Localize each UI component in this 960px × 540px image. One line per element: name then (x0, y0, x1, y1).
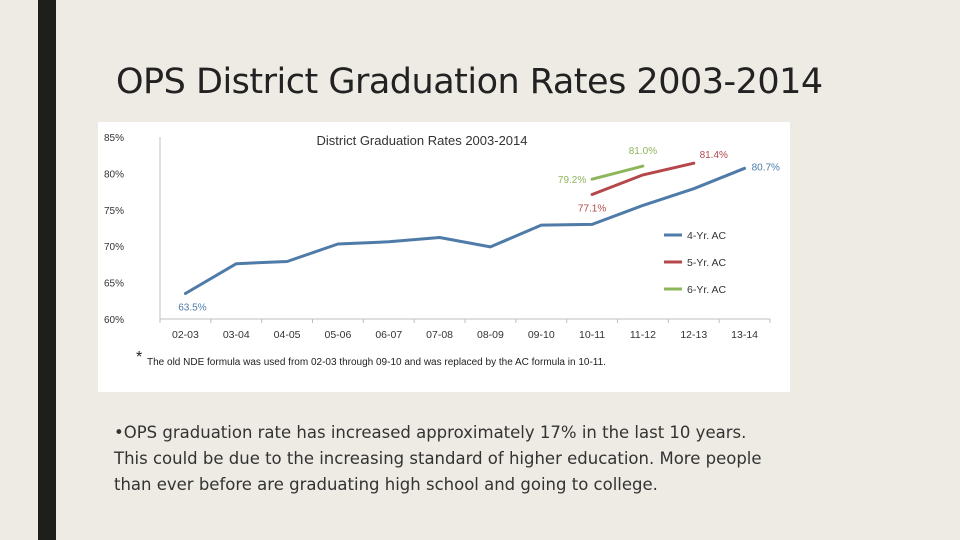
chart-image: District Graduation Rates 2003-2014 60% 6… (98, 122, 790, 392)
chart-title: District Graduation Rates 2003-2014 (316, 133, 527, 148)
legend-label: 6-Yr. AC (687, 284, 727, 296)
x-tick-label: 07-08 (426, 329, 453, 341)
data-label: 77.1% (578, 204, 606, 215)
x-tick-label: 04-05 (274, 329, 301, 341)
data-label: 81.0% (629, 146, 657, 157)
y-tick-label: 80% (104, 169, 124, 180)
data-label: 81.4% (700, 150, 728, 161)
slide-title: OPS District Graduation Rates 2003-2014 (116, 62, 823, 102)
x-tick-label: 08-09 (477, 329, 504, 341)
left-accent-bar (38, 0, 56, 540)
y-tick-label: 75% (104, 206, 124, 217)
line-chart: District Graduation Rates 2003-2014 60%6… (104, 133, 780, 368)
slide-body-text: •OPS graduation rate has increased appro… (114, 423, 762, 494)
x-tick-label: 11-12 (630, 329, 656, 341)
y-tick-label: 65% (104, 279, 124, 290)
x-tick-label: 12-13 (680, 329, 707, 341)
legend-label: 4-Yr. AC (687, 230, 727, 242)
series-line-1 (183, 166, 747, 295)
x-tick-label: 13-14 (731, 329, 758, 341)
footnote: The old NDE formula was used from 02-03 … (147, 357, 606, 368)
footnote-mark: * (136, 349, 142, 366)
y-tick-label: 60% (104, 315, 124, 326)
x-tick-label: 06-07 (375, 329, 402, 341)
data-labels: 63.5% 80.7% 77.1% 81.4% 79.2% 81.0% (178, 146, 780, 313)
series-line-2 (590, 161, 696, 196)
data-label: 79.2% (558, 175, 586, 186)
x-tick-label: 03-04 (223, 329, 250, 341)
data-label: 80.7% (752, 162, 780, 173)
y-tick-label: 85% (104, 133, 124, 144)
data-label: 63.5% (178, 303, 206, 314)
y-tick-label: 70% (104, 242, 124, 253)
x-tick-label: 09-10 (528, 329, 555, 341)
legend-label: 5-Yr. AC (687, 257, 727, 269)
x-axis: 02-03 03-04 04-05 05-06 06-07 07-08 08-09 09-10… (159, 318, 771, 341)
series-lines (183, 161, 747, 295)
x-tick-label: 02-03 (172, 329, 199, 341)
legend: 4-Yr. AC 5-Yr. AC 6-Yr. AC (664, 230, 727, 296)
x-tick-label: 10-11 (579, 329, 605, 341)
series-line-3 (590, 164, 645, 181)
x-tick-label: 05-06 (324, 329, 351, 341)
y-axis: 60% 65% 70% 75% 80% 85% (104, 133, 161, 326)
